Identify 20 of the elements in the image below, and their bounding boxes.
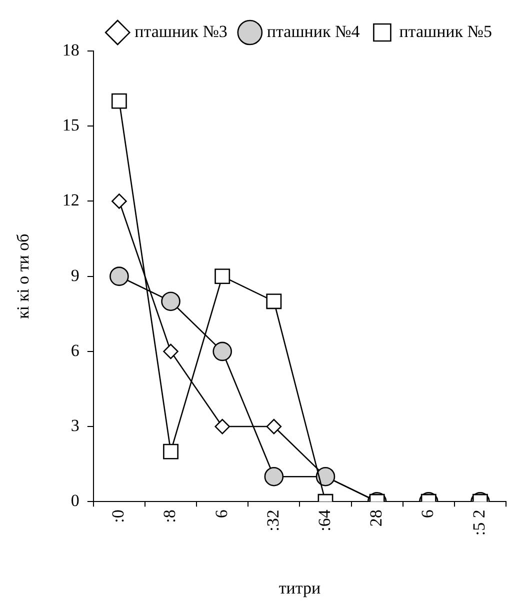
y-tick-label: 9	[70, 266, 80, 285]
x-tick-label: 28	[366, 510, 386, 527]
x-tick-label: :5 2	[470, 510, 489, 536]
y-tick-label: 0	[70, 491, 80, 510]
x-tick-label: 6	[212, 510, 231, 518]
y-tick-label: 15	[62, 116, 80, 135]
y-axis-title: кі кі о ти об	[14, 234, 33, 319]
x-tick-label: :64	[314, 509, 334, 532]
x-tick-label: 6	[418, 510, 438, 518]
legend-label: пташник №3	[134, 22, 228, 41]
y-tick-label: 18	[62, 40, 80, 60]
y-tick-label: 12	[62, 190, 80, 210]
legend-label: пташник №4	[266, 22, 360, 41]
x-axis-title: титри	[278, 578, 321, 598]
x-tick-label: :32	[263, 510, 282, 532]
y-tick-label: 3	[70, 416, 80, 435]
x-tick-label: :0	[108, 510, 128, 523]
y-tick-label: 6	[70, 340, 80, 360]
legend-label: пташник №5	[399, 22, 492, 41]
x-tick-label: :8	[160, 510, 180, 523]
